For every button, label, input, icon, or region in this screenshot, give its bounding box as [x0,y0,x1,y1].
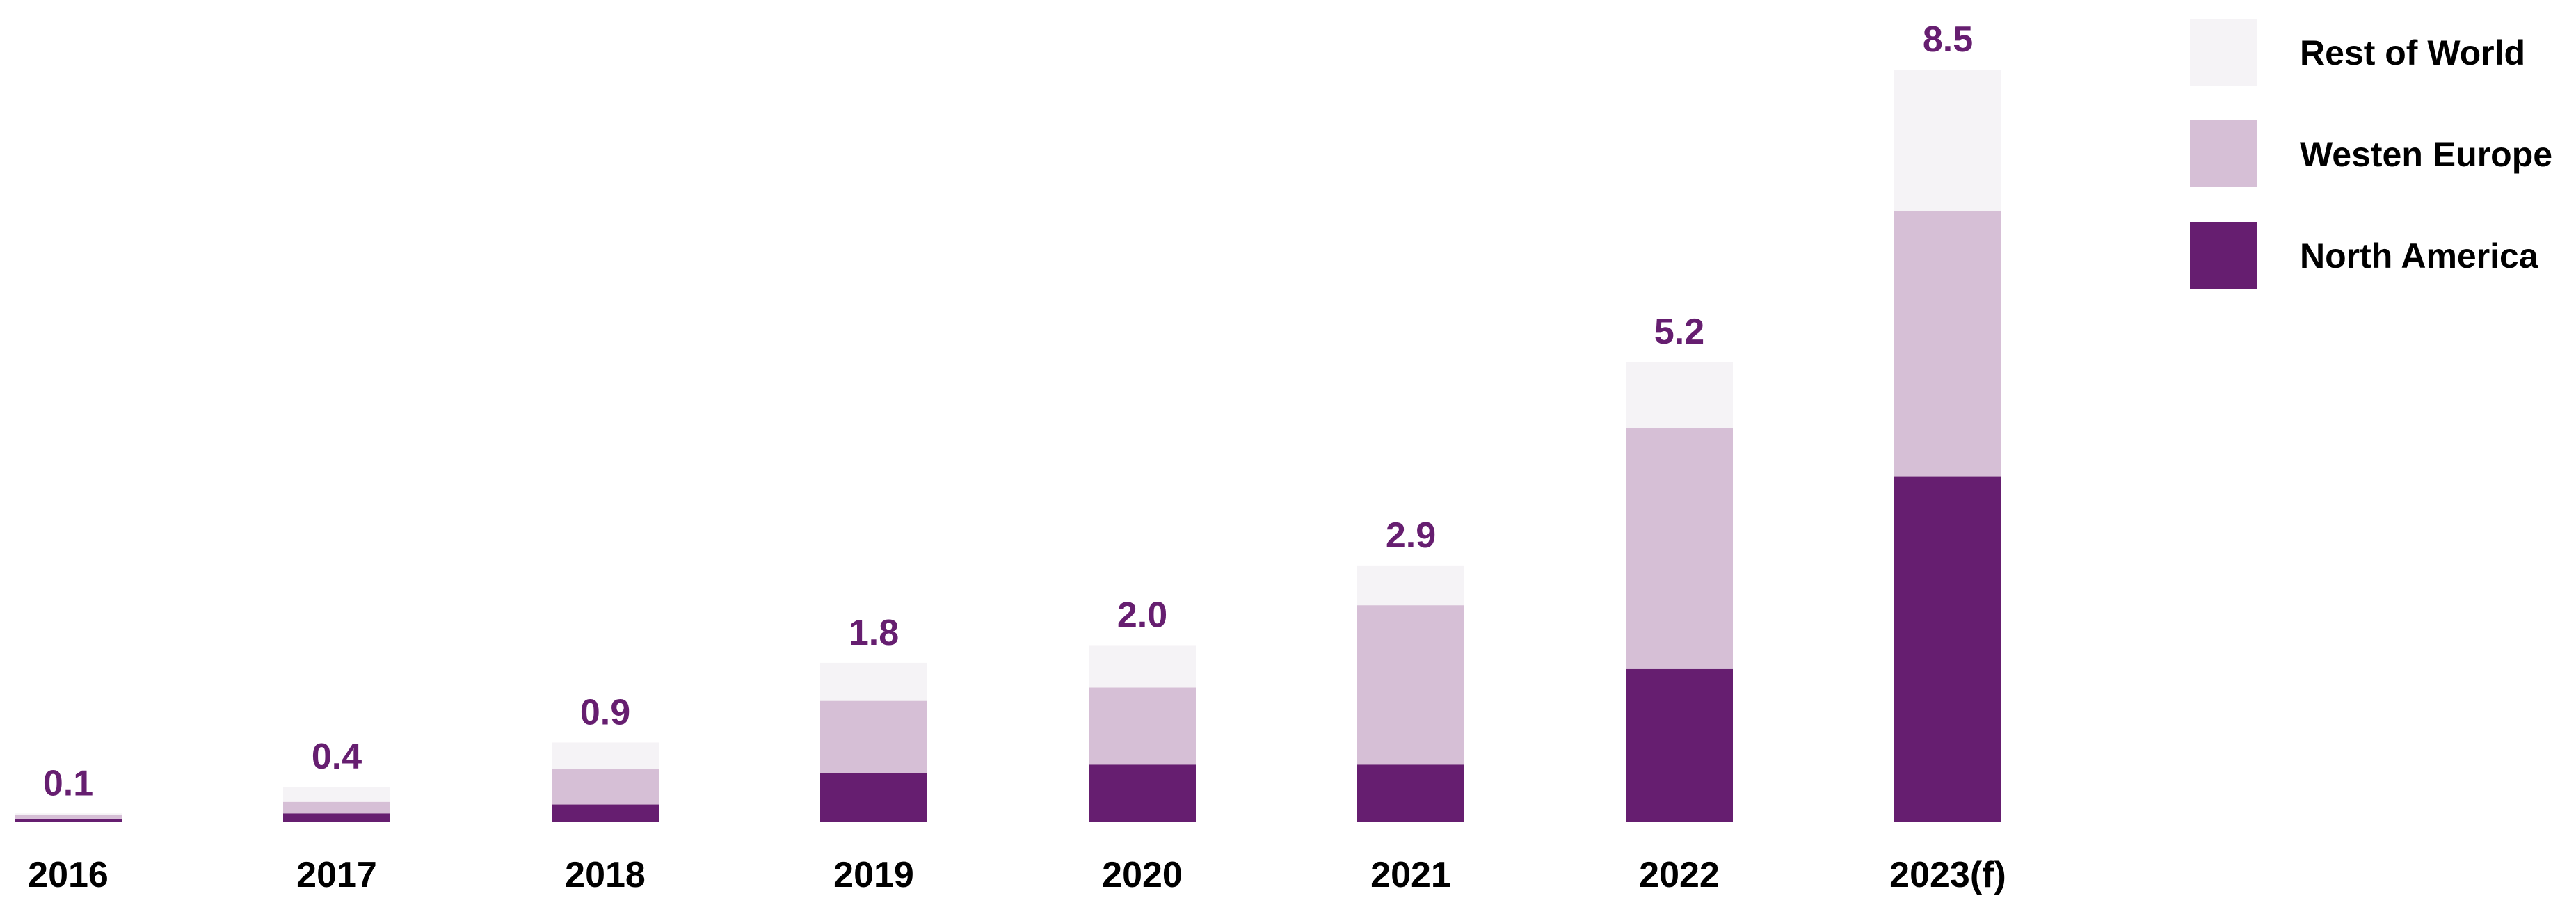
bar-segment-rest-of-world-2018 [552,742,659,769]
bar-segment-westen-europe-2017 [283,801,390,814]
bar-segment-north-america-2021 [1357,764,1464,822]
legend: Rest of World Westen Europe North America [2190,19,2552,289]
bar-segment-westen-europe-2018 [552,769,659,805]
bars-layer [15,70,2001,822]
category-label-2019: 2019 [833,855,914,895]
bar-segment-westen-europe-2019 [820,700,927,773]
total-label-2018: 0.9 [580,692,630,732]
bar-segment-westen-europe-2022 [1626,428,1733,669]
category-label-2021: 2021 [1370,855,1451,895]
bar-segment-westen-europe-2016 [15,815,122,819]
category-label-2023-f: 2023(f) [1889,855,2006,895]
legend-label-westen-europe: Westen Europe [2300,135,2552,174]
bar-segment-north-america-2022 [1626,668,1733,822]
bar-segment-westen-europe-2023-f [1894,211,2001,477]
category-label-2018: 2018 [565,855,646,895]
total-label-2016: 0.1 [43,763,93,803]
bar-segment-rest-of-world-2020 [1089,645,1196,688]
category-label-2022: 2022 [1639,855,1720,895]
bar-segment-rest-of-world-2022 [1626,362,1733,428]
total-label-2021: 2.9 [1386,515,1436,556]
total-label-2022: 5.2 [1654,312,1704,352]
bar-segment-rest-of-world-2016 [15,813,122,815]
bar-segment-north-america-2017 [283,813,390,822]
total-label-2023-f: 8.5 [1923,19,1973,60]
bar-segment-north-america-2018 [552,804,659,822]
legend-swatch-rest-of-world [2190,19,2257,86]
total-label-2017: 0.4 [312,737,362,777]
bar-segment-rest-of-world-2021 [1357,565,1464,606]
legend-label-north-america: North America [2300,236,2539,275]
bar-segment-rest-of-world-2017 [283,787,390,802]
bar-segment-north-america-2023-f [1894,476,2001,822]
legend-swatch-north-america [2190,222,2257,289]
category-label-2017: 2017 [296,855,377,895]
category-labels-layer: 2016 2017 2018 2019 2020 2021 2022 2023(f) [28,855,2006,895]
total-label-2019: 1.8 [849,613,899,653]
bar-segment-westen-europe-2020 [1089,687,1196,765]
bar-segment-westen-europe-2021 [1357,605,1464,765]
bar-segment-rest-of-world-2019 [820,662,927,701]
bar-segment-north-america-2020 [1089,764,1196,822]
bar-segment-north-america-2016 [15,818,122,822]
category-label-2016: 2016 [28,855,109,895]
bar-segment-rest-of-world-2023-f [1894,70,2001,211]
total-labels-layer: 0.1 0.4 0.9 1.8 2.0 2.9 5.2 8.5 [43,19,1973,803]
legend-label-rest-of-world: Rest of World [2300,33,2525,72]
total-label-2020: 2.0 [1117,595,1167,635]
category-label-2020: 2020 [1102,855,1183,895]
bar-segment-north-america-2019 [820,773,927,822]
legend-swatch-westen-europe [2190,120,2257,187]
